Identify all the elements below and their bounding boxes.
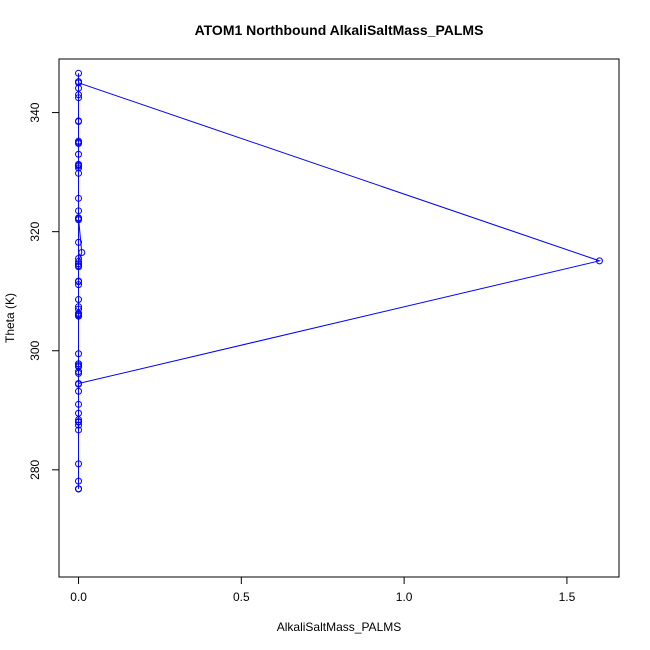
chart-title: ATOM1 Northbound AlkaliSaltMass_PALMS bbox=[195, 22, 484, 38]
data-point bbox=[75, 379, 83, 387]
plot-frame bbox=[58, 58, 620, 578]
data-point bbox=[75, 460, 83, 468]
y-tick-label: 280 bbox=[28, 459, 42, 479]
y-axis: 280 300 320 340 bbox=[28, 102, 60, 480]
data-point bbox=[78, 249, 86, 257]
data-point bbox=[75, 194, 83, 202]
data-point bbox=[75, 150, 83, 158]
data-point bbox=[75, 214, 83, 222]
data-point bbox=[75, 254, 83, 262]
y-axis-label: Theta (K) bbox=[3, 293, 17, 343]
data-point bbox=[75, 360, 83, 368]
data-point bbox=[75, 426, 83, 434]
data-point bbox=[75, 94, 83, 102]
x-axis: 0.0 0.5 1.0 1.5 bbox=[70, 576, 576, 604]
data-point bbox=[75, 69, 83, 77]
data-point bbox=[75, 310, 83, 318]
x-tick-label: 0.0 bbox=[70, 590, 87, 604]
data-point bbox=[75, 303, 83, 311]
data-point bbox=[75, 79, 83, 87]
y-tick-label: 300 bbox=[28, 340, 42, 360]
series-line bbox=[78, 73, 602, 489]
y-tick-label: 320 bbox=[28, 221, 42, 241]
data-point bbox=[75, 409, 83, 417]
data-point bbox=[75, 138, 83, 146]
data-point bbox=[75, 91, 83, 99]
data-point bbox=[75, 238, 83, 246]
data-point bbox=[75, 118, 83, 126]
x-tick-label: 0.5 bbox=[233, 590, 250, 604]
data-point bbox=[75, 207, 83, 215]
data-point bbox=[75, 418, 83, 426]
data-point bbox=[595, 257, 603, 265]
x-axis-label: AlkaliSaltMass_PALMS bbox=[277, 620, 402, 634]
data-point bbox=[75, 161, 83, 169]
data-point bbox=[75, 421, 83, 429]
data-point bbox=[75, 477, 83, 485]
x-tick-label: 1.5 bbox=[559, 590, 576, 604]
data-point bbox=[75, 387, 83, 395]
data-point bbox=[75, 350, 83, 358]
data-point bbox=[75, 281, 83, 289]
data-point bbox=[75, 368, 83, 376]
series-group bbox=[75, 69, 603, 493]
data-point bbox=[75, 260, 83, 268]
data-point bbox=[75, 485, 83, 493]
data-point bbox=[75, 400, 83, 408]
data-point bbox=[75, 257, 83, 265]
data-point bbox=[75, 169, 83, 177]
data-point bbox=[75, 296, 83, 304]
data-point bbox=[75, 277, 83, 285]
x-tick-label: 1.0 bbox=[396, 590, 413, 604]
y-tick-label: 340 bbox=[28, 102, 42, 122]
data-point bbox=[75, 84, 83, 92]
